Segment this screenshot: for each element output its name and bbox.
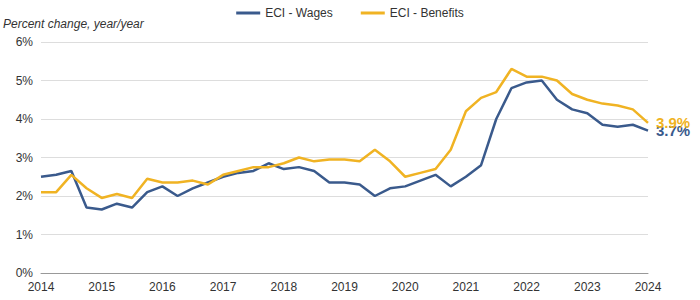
svg-text:ECI - Wages: ECI - Wages bbox=[265, 6, 333, 20]
svg-text:3.9%: 3.9% bbox=[656, 114, 690, 131]
svg-text:Percent change, year/year: Percent change, year/year bbox=[3, 17, 145, 31]
svg-text:2016: 2016 bbox=[149, 280, 176, 294]
svg-text:2%: 2% bbox=[16, 189, 34, 203]
svg-text:2019: 2019 bbox=[331, 280, 358, 294]
svg-text:2021: 2021 bbox=[453, 280, 480, 294]
svg-text:2020: 2020 bbox=[392, 280, 419, 294]
svg-text:2015: 2015 bbox=[88, 280, 115, 294]
svg-text:1%: 1% bbox=[16, 228, 34, 242]
svg-text:2014: 2014 bbox=[28, 280, 55, 294]
svg-text:0%: 0% bbox=[16, 266, 34, 280]
svg-text:2022: 2022 bbox=[513, 280, 540, 294]
svg-text:2024: 2024 bbox=[635, 280, 662, 294]
svg-text:3%: 3% bbox=[16, 151, 34, 165]
svg-text:5%: 5% bbox=[16, 74, 34, 88]
svg-text:2018: 2018 bbox=[270, 280, 297, 294]
svg-text:2023: 2023 bbox=[574, 280, 601, 294]
svg-text:6%: 6% bbox=[16, 35, 34, 49]
svg-text:2017: 2017 bbox=[210, 280, 237, 294]
svg-text:ECI - Benefits: ECI - Benefits bbox=[390, 6, 464, 20]
svg-text:4%: 4% bbox=[16, 112, 34, 126]
